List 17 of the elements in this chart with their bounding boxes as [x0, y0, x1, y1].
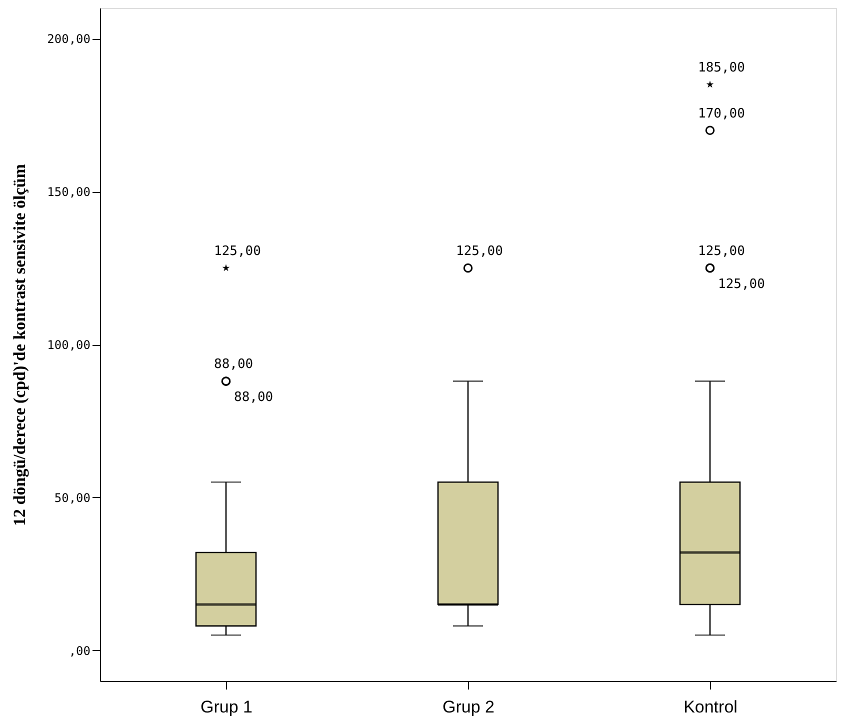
annotation: 88,00 [234, 390, 274, 406]
annotation: 170,00 [698, 106, 745, 122]
annotation: 185,00 [698, 60, 745, 76]
y-tick-label: 50,00 [54, 490, 90, 505]
y-tick-label: 100,00 [47, 338, 90, 352]
x-tick-label: Grup 2 [442, 698, 494, 716]
annotation: 125,00 [456, 244, 503, 260]
y-axis-title: 12 döngü/derece (cpd)'de kontrast sensivite ölçüm [10, 164, 30, 526]
y-tick-label: ,00 [68, 644, 90, 658]
y-tick-label: 150,00 [47, 185, 90, 200]
y-tick-label: 200,00 [47, 32, 90, 46]
x-tick-label: Kontrol [684, 698, 738, 716]
x-tick-label: Grup 1 [200, 698, 252, 716]
annotation: 125,00 [214, 244, 261, 260]
annotation: 88,00 [214, 357, 254, 372]
annotation: 125,00 [698, 244, 745, 260]
annotation: 125,00 [718, 277, 765, 292]
